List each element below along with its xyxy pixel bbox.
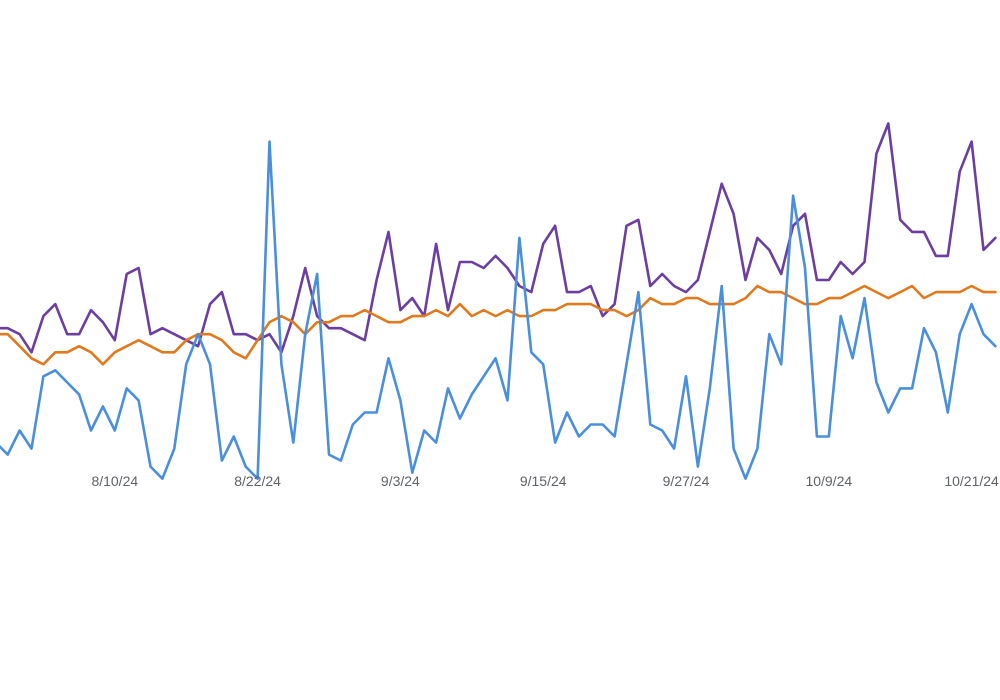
x-tick-label: 8/22/24 — [234, 473, 281, 489]
series-layer — [0, 122, 997, 481]
x-tick-label: 9/27/24 — [663, 473, 710, 489]
x-tick-label: 9/15/24 — [520, 473, 567, 489]
x-tick-label: 10/21/24 — [944, 473, 999, 489]
x-tick-label: 8/10/24 — [91, 473, 138, 489]
x-axis-tick-labels: 7/29/248/10/248/22/249/3/249/15/249/27/2… — [91, 473, 999, 489]
x-tick-label: 9/3/24 — [381, 473, 420, 489]
series-line-3 — [0, 140, 997, 481]
x-tick-label: 10/9/24 — [805, 473, 852, 489]
series-line-2 — [0, 284, 997, 366]
series-line-1 — [0, 122, 997, 354]
